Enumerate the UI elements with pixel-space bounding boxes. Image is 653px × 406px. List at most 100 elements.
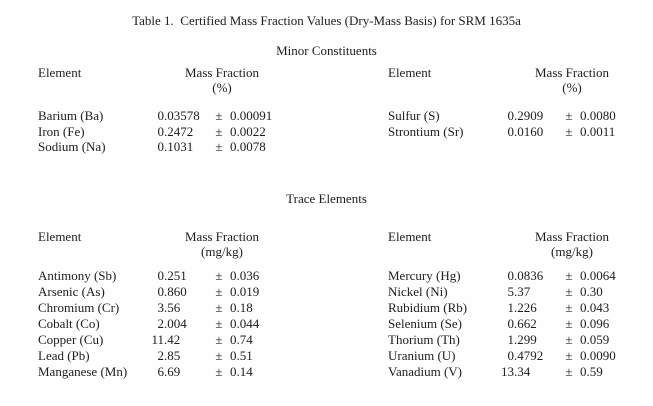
uncertainty-value: 0.74 xyxy=(230,331,253,347)
section-trace-elements: Trace Elements Element Mass Fraction (mg… xyxy=(0,191,653,380)
column-header-mass-fraction: Mass Fraction xyxy=(184,228,260,244)
table-row: Nickel (Ni) 5 .37 ± 0.30 xyxy=(388,284,644,300)
element-name: Sulfur (S) xyxy=(388,108,440,123)
value-integer-part: 0 xyxy=(157,283,165,299)
plus-minus-symbol: ± xyxy=(565,299,573,315)
uncertainty-value: 0.043 xyxy=(580,299,610,315)
uncertainty-value: 0.18 xyxy=(230,299,253,315)
column-header-unit: (%) xyxy=(562,80,582,95)
value-fraction-part: .42 xyxy=(164,331,181,347)
value-integer-part: 2 xyxy=(157,315,165,331)
uncertainty-value: 0.044 xyxy=(230,315,260,331)
table-row: Uranium (U) 0 .4792 ± 0.0090 xyxy=(388,348,644,364)
table-row: Sodium (Na) 0 .1031 ± 0.0078 xyxy=(38,139,294,155)
column-header-unit: (mg/kg) xyxy=(201,243,243,259)
element-name: Selenium (Se) xyxy=(388,315,463,331)
uncertainty-value: 0.51 xyxy=(230,347,253,363)
value-integer-part: 1 xyxy=(507,299,515,315)
element-name: Manganese (Mn) xyxy=(38,363,128,379)
element-name: Rubidium (Rb) xyxy=(388,299,468,315)
element-name: Sodium (Na) xyxy=(38,139,106,154)
section-header-row: Element Mass Fraction (%) Element Mass F… xyxy=(0,65,653,95)
element-name: Mercury (Hg) xyxy=(388,267,461,283)
plus-minus-symbol: ± xyxy=(565,363,573,379)
value-fraction-part: .2472 xyxy=(164,123,194,139)
column-header-unit: (mg/kg) xyxy=(551,243,593,259)
column-header-element: Element xyxy=(38,65,82,80)
value-fraction-part: .0836 xyxy=(514,267,544,283)
value-fraction-part: .56 xyxy=(164,299,181,315)
section-data: Antimony (Sb) 0 .251 ± 0.036 Arsenic (As… xyxy=(0,268,653,380)
element-name: Vanadium (V) xyxy=(388,363,463,379)
table-row: Lead (Pb) 2 .85 ± 0.51 xyxy=(38,348,294,364)
section-header-row: Element Mass Fraction (mg/kg) Element Ma… xyxy=(0,229,653,259)
value-fraction-part: .37 xyxy=(514,283,531,299)
value-integer-part: 11 xyxy=(151,331,164,347)
table-row: Iron (Fe) 0 .2472 ± 0.0022 xyxy=(38,124,294,140)
table-row: Cobalt (Co) 2 .004 ± 0.044 xyxy=(38,316,294,332)
element-name: Arsenic (As) xyxy=(38,283,105,299)
uncertainty-value: 0.00091 xyxy=(230,108,273,123)
table-row: Arsenic (As) 0 .860 ± 0.019 xyxy=(38,284,294,300)
plus-minus-symbol: ± xyxy=(215,108,223,123)
element-name: Strontium (Sr) xyxy=(388,123,464,139)
value-fraction-part: .4792 xyxy=(514,347,544,363)
plus-minus-symbol: ± xyxy=(565,283,573,299)
plus-minus-symbol: ± xyxy=(565,331,573,347)
value-fraction-part: .85 xyxy=(164,347,181,363)
plus-minus-symbol: ± xyxy=(215,123,223,139)
column-header-mass-fraction: Mass Fraction xyxy=(534,65,610,80)
uncertainty-value: 0.019 xyxy=(230,283,260,299)
column-header-element: Element xyxy=(388,65,432,80)
value-integer-part: 0 xyxy=(157,123,165,139)
element-name: Lead (Pb) xyxy=(38,347,90,363)
value-integer-part: 6 xyxy=(157,363,165,379)
table-row: Barium (Ba) 0 .03578 ± 0.00091 xyxy=(38,108,294,124)
plus-minus-symbol: ± xyxy=(215,363,223,379)
element-name: Nickel (Ni) xyxy=(388,283,448,299)
element-name: Antimony (Sb) xyxy=(38,267,117,283)
value-fraction-part: .0160 xyxy=(514,123,544,139)
value-fraction-part: .69 xyxy=(164,363,181,379)
table-row: Antimony (Sb) 0 .251 ± 0.036 xyxy=(38,268,294,284)
value-integer-part: 2 xyxy=(157,347,165,363)
uncertainty-value: 0.14 xyxy=(230,363,253,379)
plus-minus-symbol: ± xyxy=(215,331,223,347)
value-integer-part: 0 xyxy=(157,267,165,283)
uncertainty-value: 0.036 xyxy=(230,267,260,283)
value-fraction-part: .299 xyxy=(514,331,537,347)
value-integer-part: 0 xyxy=(507,108,515,123)
table-row: Manganese (Mn) 6 .69 ± 0.14 xyxy=(38,364,294,380)
uncertainty-value: 0.30 xyxy=(580,283,603,299)
table-row: Sulfur (S) 0 .2909 ± 0.0080 xyxy=(388,108,644,124)
value-integer-part: 5 xyxy=(507,283,515,299)
table-row: Selenium (Se) 0 .662 ± 0.096 xyxy=(388,316,644,332)
value-fraction-part: .860 xyxy=(164,283,187,299)
table-row: Thorium (Th) 1 .299 ± 0.059 xyxy=(388,332,644,348)
plus-minus-symbol: ± xyxy=(215,139,223,154)
element-name: Barium (Ba) xyxy=(38,108,104,123)
value-fraction-part: .03578 xyxy=(164,108,200,123)
column-header-unit: (%) xyxy=(212,80,232,95)
element-name: Iron (Fe) xyxy=(38,123,85,139)
plus-minus-symbol: ± xyxy=(565,108,573,123)
value-integer-part: 13 xyxy=(501,363,514,379)
value-integer-part: 0 xyxy=(507,123,515,139)
value-fraction-part: .004 xyxy=(164,315,187,331)
column-header-element: Element xyxy=(38,228,82,244)
value-integer-part: 3 xyxy=(157,299,165,315)
section-title: Trace Elements xyxy=(286,190,367,206)
value-fraction-part: .662 xyxy=(514,315,537,331)
value-fraction-part: .226 xyxy=(514,299,537,315)
value-fraction-part: .1031 xyxy=(164,139,194,154)
table-row: Strontium (Sr) 0 .0160 ± 0.0011 xyxy=(388,124,644,140)
plus-minus-symbol: ± xyxy=(215,347,223,363)
element-name: Cobalt (Co) xyxy=(38,315,100,331)
uncertainty-value: 0.096 xyxy=(580,315,610,331)
value-integer-part: 0 xyxy=(157,108,165,123)
value-fraction-part: .2909 xyxy=(514,108,544,123)
value-fraction-part: .251 xyxy=(164,267,187,283)
plus-minus-symbol: ± xyxy=(565,267,573,283)
uncertainty-value: 0.59 xyxy=(580,363,603,379)
